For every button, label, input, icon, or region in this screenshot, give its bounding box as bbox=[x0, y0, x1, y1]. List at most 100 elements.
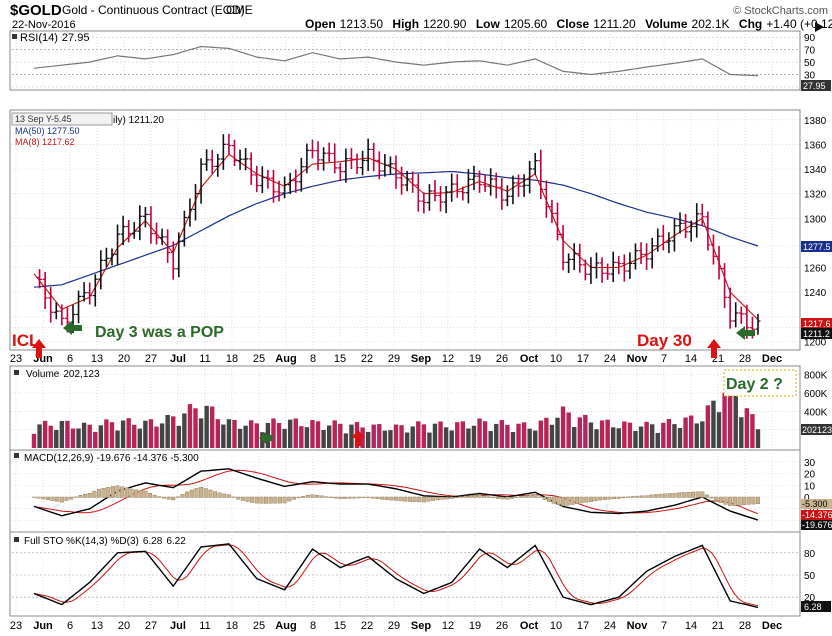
macd-histogram-bar bbox=[55, 496, 60, 502]
macd-histogram-bar bbox=[598, 496, 603, 501]
svg-text:1217.6: 1217.6 bbox=[803, 319, 831, 329]
macd-histogram-bar bbox=[134, 489, 139, 498]
macd-histogram-bar bbox=[110, 486, 115, 498]
triangle-right-icon[interactable] bbox=[815, 22, 824, 32]
left-arrow-icon bbox=[63, 321, 82, 335]
x-tick-label: 6 bbox=[67, 353, 73, 365]
volume-bar bbox=[404, 432, 410, 448]
volume-bar bbox=[516, 423, 521, 448]
macd-histogram-bar bbox=[454, 496, 459, 498]
volume-bar bbox=[427, 432, 432, 448]
volume-bar bbox=[460, 421, 466, 448]
macd-histogram-bar bbox=[138, 490, 143, 498]
macd-histogram-bar bbox=[361, 496, 366, 498]
macd-histogram-bar bbox=[612, 496, 617, 500]
macd-histogram-bar bbox=[440, 496, 445, 500]
macd-histogram-bar bbox=[268, 496, 273, 504]
macd-histogram-bar bbox=[296, 496, 301, 499]
macd-histogram-bar bbox=[87, 493, 92, 498]
x-tick-label: 13 bbox=[91, 620, 103, 632]
volume-bar bbox=[120, 420, 126, 448]
volume-bar bbox=[326, 425, 332, 448]
volume-bar bbox=[221, 424, 226, 448]
x-tick-label: 13 bbox=[91, 353, 103, 365]
macd-histogram-bar bbox=[143, 490, 148, 498]
macd-histogram-bar bbox=[630, 496, 635, 498]
svg-text:-14.376: -14.376 bbox=[802, 510, 832, 520]
x-tick-label: Nov bbox=[627, 620, 649, 632]
x-tick-label: 10 bbox=[550, 620, 562, 632]
y-tick-label: 70 bbox=[804, 46, 816, 57]
macd-histogram-bar bbox=[45, 496, 50, 501]
x-tick-label: Dec bbox=[762, 620, 782, 632]
macd-histogram-bar bbox=[458, 496, 463, 498]
macd-histogram-bar bbox=[714, 496, 719, 501]
exchange-label: CME bbox=[226, 3, 253, 17]
volume-bar bbox=[193, 408, 198, 448]
macd-histogram-bar bbox=[59, 496, 64, 503]
volume-bar bbox=[59, 421, 65, 448]
macd-histogram-bar bbox=[635, 495, 640, 498]
macd-histogram-bar bbox=[245, 496, 250, 502]
sto-d-line bbox=[33, 544, 759, 607]
indicator-lines bbox=[33, 45, 759, 609]
chart-date: 22-Nov-2016 bbox=[12, 19, 76, 31]
volume-bar bbox=[98, 425, 104, 448]
close-current-tag: 1211.2 bbox=[801, 328, 832, 339]
macd-histogram-bar bbox=[106, 487, 111, 498]
volume-bar bbox=[338, 423, 343, 448]
macd-histogram-bar bbox=[120, 486, 125, 498]
volume-bar bbox=[204, 405, 209, 448]
icl-annotation: ICL bbox=[12, 331, 39, 350]
x-tick-label: 12 bbox=[442, 353, 454, 365]
y-tick-label: 1360 bbox=[804, 140, 827, 151]
x-tick-label: 26 bbox=[496, 620, 508, 632]
volume-bar bbox=[744, 408, 750, 448]
macd-histogram-bar bbox=[78, 495, 83, 498]
volume-bar bbox=[733, 392, 738, 448]
macd-histogram-bar bbox=[644, 495, 649, 498]
macd-histogram-bar bbox=[161, 496, 166, 499]
macd-histogram-bar bbox=[217, 492, 222, 498]
sto-panel bbox=[9, 531, 801, 617]
y-tick-label: 1300 bbox=[804, 214, 827, 225]
volume-bar bbox=[226, 419, 232, 448]
macd-histogram-bar bbox=[677, 492, 682, 498]
y-tick-label: 50 bbox=[804, 58, 816, 69]
macd-histogram-bar bbox=[226, 494, 231, 498]
macd-histogram-bar bbox=[463, 495, 468, 498]
macd-histogram-bar bbox=[375, 496, 380, 500]
volume-bar bbox=[154, 426, 159, 448]
volume-bar bbox=[65, 420, 70, 448]
macd-histogram-bar bbox=[124, 487, 129, 498]
volume-bar bbox=[109, 422, 115, 448]
macd-histogram-bar bbox=[92, 490, 97, 498]
volume-bar bbox=[627, 422, 633, 448]
macd-histogram-bar bbox=[421, 496, 426, 503]
macd-histogram-bar bbox=[259, 496, 264, 504]
volume-bar bbox=[31, 433, 37, 448]
up-arrow-icon bbox=[351, 430, 365, 446]
svg-text:-5.300: -5.300 bbox=[802, 499, 828, 509]
svg-text:Full STO %K(14,3) %D(3)6.286.2: Full STO %K(14,3) %D(3) 6.28 6.22 bbox=[24, 536, 186, 547]
macd-histogram-bar bbox=[157, 496, 162, 498]
macd-histogram-bar bbox=[236, 496, 241, 500]
macd-histogram-bar bbox=[626, 496, 631, 498]
macd-histogram-bar bbox=[491, 496, 496, 499]
svg-text:MA(8) 1217.62: MA(8) 1217.62 bbox=[15, 137, 75, 147]
y-tick-label: 20 bbox=[804, 470, 816, 481]
volume-bar bbox=[399, 425, 404, 448]
x-tick-label: 25 bbox=[253, 353, 265, 365]
sto-k-line bbox=[33, 543, 759, 609]
y-tick-label: 1200 bbox=[804, 337, 827, 348]
stockcharts-watermark: © StockCharts.com bbox=[733, 5, 828, 17]
ohlc-readout: Open 1213.50 High 1220.90 Low 1205.60 Close… bbox=[305, 17, 832, 31]
y-tick-label: 90 bbox=[804, 33, 816, 44]
macd-line bbox=[33, 468, 759, 521]
volume-bar bbox=[271, 418, 276, 448]
macd-histogram-bar bbox=[653, 494, 658, 498]
volume-bar bbox=[332, 420, 337, 448]
macd-histogram-bar bbox=[180, 494, 185, 498]
volume-bar bbox=[544, 417, 549, 448]
volume-bar bbox=[87, 424, 92, 448]
